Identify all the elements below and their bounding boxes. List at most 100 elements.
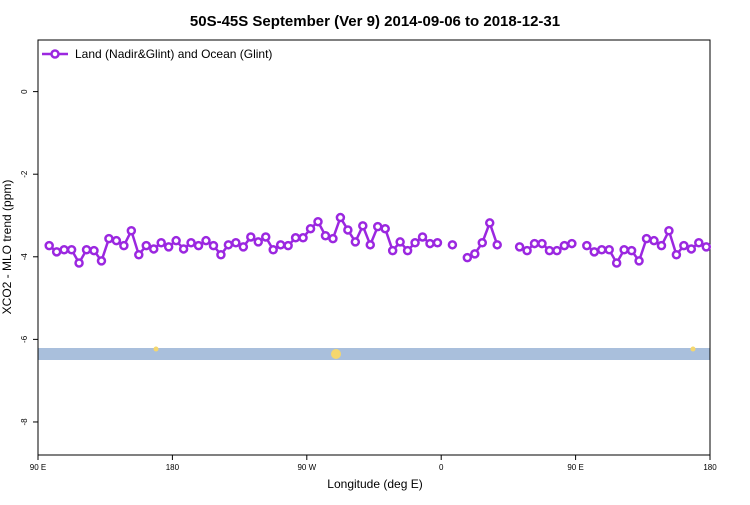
point (313, 216, 323, 227)
point (529, 238, 540, 249)
point (59, 245, 69, 255)
point (74, 258, 84, 268)
point (358, 221, 368, 231)
point (343, 225, 353, 235)
legend-label: Land (Nadir&Glint) and Ocean (Glint) (75, 47, 272, 61)
point (335, 212, 346, 223)
point (447, 240, 458, 250)
point (119, 240, 129, 251)
y-tick-label: -2 (20, 170, 29, 178)
point (395, 237, 405, 247)
point (268, 245, 278, 255)
point (611, 258, 622, 268)
point (89, 245, 99, 256)
point (298, 233, 308, 243)
point (372, 221, 383, 232)
point (402, 245, 413, 256)
point (178, 244, 189, 254)
point (417, 232, 428, 242)
point (552, 245, 562, 256)
point (604, 245, 614, 255)
point (156, 238, 166, 248)
y-tick-label: -8 (20, 418, 29, 426)
point (425, 238, 435, 249)
x-tick-label: 90 E (30, 463, 46, 472)
point (432, 238, 443, 248)
point (51, 247, 62, 257)
point (163, 242, 174, 252)
point (664, 226, 674, 236)
point (679, 240, 689, 251)
x-tick-label: 180 (703, 463, 717, 472)
x-tick-label: 90 E (567, 463, 583, 472)
point (320, 230, 331, 241)
point (193, 240, 204, 251)
point (134, 249, 144, 260)
point (201, 235, 211, 246)
point (477, 238, 488, 248)
point (246, 232, 256, 242)
point (81, 245, 92, 255)
point (111, 235, 122, 246)
point (66, 245, 77, 255)
point (126, 226, 137, 236)
point (186, 238, 196, 248)
point (656, 240, 667, 251)
point (537, 238, 547, 249)
point (514, 242, 525, 252)
point (208, 240, 219, 251)
x-axis-label: Longitude (deg E) (327, 477, 422, 491)
point (290, 233, 301, 243)
point (141, 240, 152, 251)
point (626, 245, 637, 256)
point (619, 245, 629, 255)
point (484, 218, 495, 228)
chart-title: 50S-45S September (Ver 9) 2014-09-06 to … (190, 13, 560, 30)
point (582, 240, 592, 251)
point (462, 252, 473, 263)
point (544, 245, 555, 256)
point (231, 238, 241, 248)
point (694, 238, 704, 248)
y-tick-label: -6 (20, 335, 29, 343)
x-tick-label: 90 W (297, 463, 316, 472)
point (559, 240, 570, 251)
point (649, 235, 659, 246)
point (223, 240, 234, 250)
point (253, 237, 264, 247)
point (671, 249, 682, 260)
point (365, 240, 376, 250)
surface-band (38, 348, 710, 360)
point (171, 235, 181, 246)
point (387, 245, 398, 256)
point (305, 223, 316, 234)
point (380, 223, 390, 234)
point (410, 238, 420, 248)
point (283, 240, 293, 251)
point (104, 233, 114, 244)
point (522, 245, 532, 256)
point (260, 232, 271, 242)
legend-marker (50, 49, 60, 59)
point (492, 240, 502, 250)
band-marker (153, 346, 159, 352)
point (641, 233, 652, 244)
point (44, 240, 54, 251)
point (686, 244, 697, 254)
point (275, 240, 286, 250)
point (701, 242, 712, 252)
point (148, 244, 159, 254)
point (634, 256, 644, 266)
point (589, 247, 600, 257)
y-tick-label: -4 (20, 253, 29, 261)
point (238, 242, 249, 252)
band-marker (331, 349, 341, 359)
band-marker (690, 346, 696, 352)
x-tick-label: 0 (439, 463, 444, 472)
point (216, 249, 226, 260)
y-axis-label: XCO2 - MLO trend (ppm) (0, 180, 14, 315)
point (328, 233, 338, 244)
y-tick-label: 0 (20, 89, 29, 94)
